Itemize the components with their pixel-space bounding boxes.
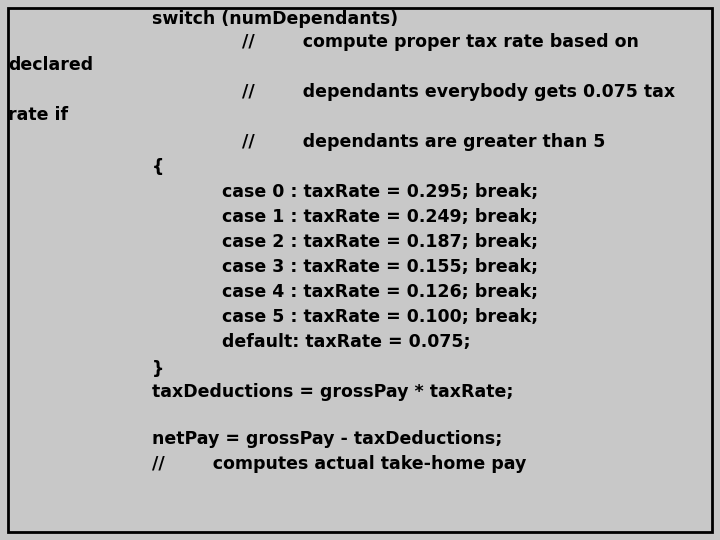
Text: default: taxRate = 0.075;: default: taxRate = 0.075; — [222, 333, 471, 351]
Text: case 4 : taxRate = 0.126; break;: case 4 : taxRate = 0.126; break; — [222, 283, 538, 301]
Text: //        compute proper tax rate based on: // compute proper tax rate based on — [242, 33, 639, 51]
Text: {: { — [152, 158, 164, 176]
Text: case 2 : taxRate = 0.187; break;: case 2 : taxRate = 0.187; break; — [222, 233, 538, 251]
Text: rate if: rate if — [8, 106, 68, 124]
Text: //        dependants everybody gets 0.075 tax: // dependants everybody gets 0.075 tax — [242, 83, 675, 101]
Text: }: } — [152, 360, 164, 378]
Text: switch (numDependants): switch (numDependants) — [152, 10, 398, 28]
Text: case 0 : taxRate = 0.295; break;: case 0 : taxRate = 0.295; break; — [222, 183, 539, 201]
Text: //        dependants are greater than 5: // dependants are greater than 5 — [242, 133, 606, 151]
Text: //        computes actual take-home pay: // computes actual take-home pay — [152, 455, 526, 473]
Text: case 1 : taxRate = 0.249; break;: case 1 : taxRate = 0.249; break; — [222, 208, 538, 226]
Text: case 3 : taxRate = 0.155; break;: case 3 : taxRate = 0.155; break; — [222, 258, 538, 276]
Text: declared: declared — [8, 56, 93, 74]
Text: case 5 : taxRate = 0.100; break;: case 5 : taxRate = 0.100; break; — [222, 308, 539, 326]
Text: taxDeductions = grossPay * taxRate;: taxDeductions = grossPay * taxRate; — [152, 383, 513, 401]
Text: netPay = grossPay - taxDeductions;: netPay = grossPay - taxDeductions; — [152, 430, 503, 448]
